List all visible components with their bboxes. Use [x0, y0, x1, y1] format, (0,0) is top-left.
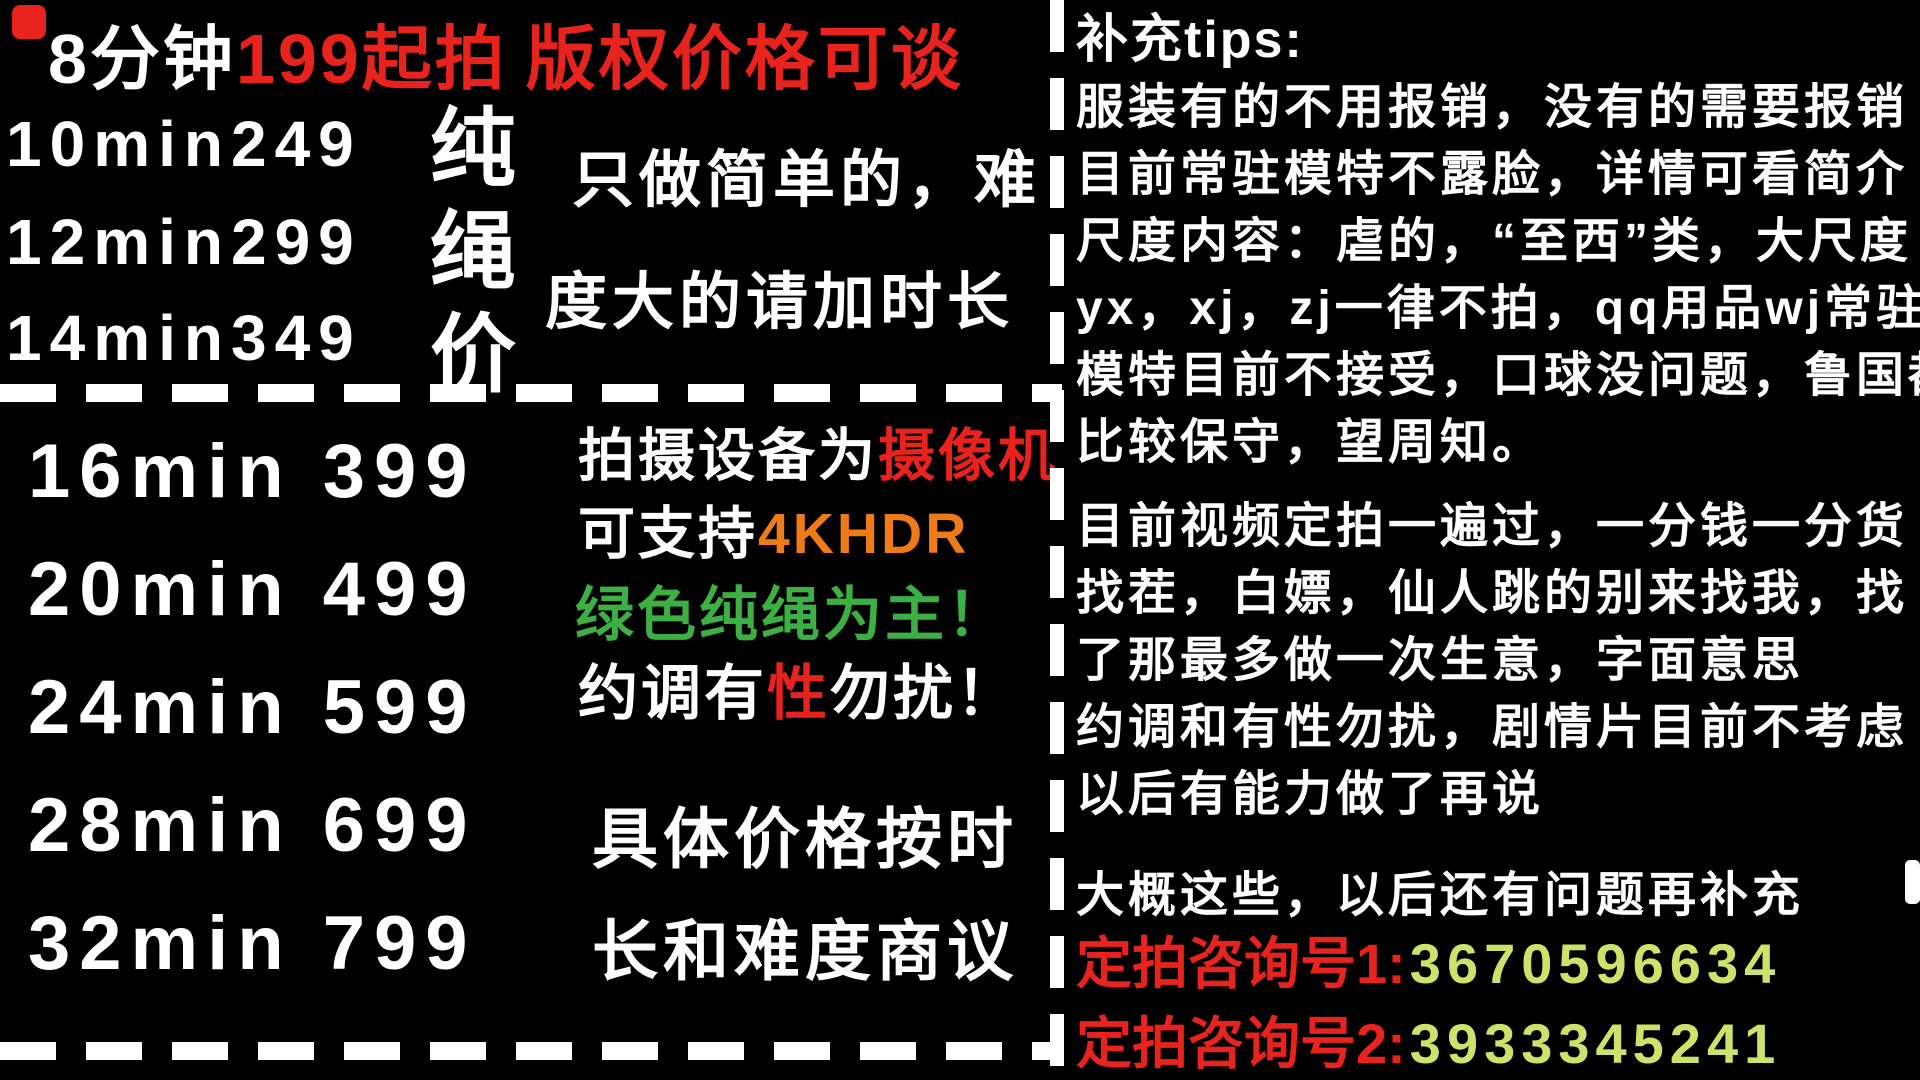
tips-title: 补充tips: [1076, 11, 1304, 69]
vertical-label-char: 纯 [430, 101, 516, 197]
contact-line-1: 定拍咨询号1:3670596634 [1076, 936, 1781, 992]
tip-line: 找茬，白嫖，仙人跳的别来找我，找 [1076, 567, 1909, 620]
tip-line: 约调和有性勿扰，剧情片目前不考虑 [1076, 701, 1909, 754]
tip-line: 尺度内容：虐的，“至西”类，大尺度 [1076, 215, 1913, 268]
warning-pre-text: 约调有 [578, 660, 767, 727]
tip-line: 目前常驻模特不露脸，详情可看简介 [1076, 148, 1909, 201]
tier1-note-line1: 只做简单的，难 [572, 146, 1042, 215]
contact-2-label: 定拍咨询号2: [1076, 1012, 1406, 1075]
headline-duration: 8分钟 [48, 20, 236, 98]
tip-line: 了那最多做一次生意，字面意思 [1076, 634, 1805, 687]
tip-line: 服装有的不用报销，没有的需要报销 [1076, 81, 1909, 134]
headline-start-price: 199起拍 [235, 20, 508, 98]
equipment-line: 拍摄设备为摄像机 [578, 428, 1058, 485]
warning-post-text: 勿扰！ [830, 660, 1019, 727]
contact-2-number: 3933345241 [1409, 1012, 1782, 1075]
tip-line: 目前视频定拍一遍过，一分钱一分货 [1076, 500, 1909, 553]
tier1-note-line2: 度大的请加时长 [545, 268, 1015, 337]
tier1-price-row: 12min299 [6, 206, 362, 278]
equipment-camera-text: 摄像机 [878, 424, 1058, 488]
green-motto-line: 绿色纯绳为主！ [575, 582, 1010, 648]
headline-copyright-note: 版权价格可谈 [525, 20, 964, 98]
tip-line: 模特目前不接受，口球没问题，鲁国都 [1076, 349, 1920, 402]
pricing-note-line1: 具体价格按时 [592, 802, 1018, 876]
tip-line: 比较保守，望周知。 [1076, 416, 1545, 469]
tier2-price-row: 32min 799 [28, 901, 477, 986]
tip-line: 以后有能力做了再说 [1076, 768, 1545, 821]
dashed-divider-bottom [0, 1042, 1062, 1060]
tier1-price-row: 14min349 [6, 302, 362, 374]
warning-red-char: 性 [767, 660, 830, 727]
tier2-price-row: 20min 499 [28, 547, 477, 632]
support-line: 可支持4KHDR [578, 506, 969, 563]
contact-line-2: 定拍咨询号2:3933345241 [1076, 1016, 1781, 1072]
tip-line: 大概这些，以后还有问题再补充 [1076, 869, 1805, 922]
headline-tier1: 8分钟199起拍 版权价格可谈 [48, 24, 964, 94]
vertical-label-char: 绳 [430, 204, 516, 300]
tier2-price-row: 28min 699 [28, 783, 477, 868]
pricing-note-line2: 长和难度商议 [592, 914, 1018, 988]
red-corner-mark [12, 5, 46, 39]
vertical-pure-rope-price-label: 纯 绳 价 [430, 98, 516, 407]
contact-1-label: 定拍咨询号1: [1076, 932, 1406, 995]
contact-1-number: 3670596634 [1409, 932, 1782, 995]
tier2-price-row: 24min 599 [28, 665, 477, 750]
support-text: 可支持 [578, 502, 758, 566]
warning-line: 约调有性勿扰！ [578, 664, 1019, 724]
tier1-price-row: 10min249 [6, 108, 362, 180]
right-edge-dash [1905, 860, 1920, 904]
equipment-text: 拍摄设备为 [578, 424, 878, 488]
dashed-divider-vertical [1050, 0, 1064, 1080]
dashed-divider-top [0, 384, 1062, 402]
tip-line: yx，xj，zj一律不拍，qq用品wj常驻 [1076, 282, 1920, 335]
tier2-price-row: 16min 399 [28, 429, 477, 514]
support-4khdr-text: 4KHDR [758, 502, 970, 566]
